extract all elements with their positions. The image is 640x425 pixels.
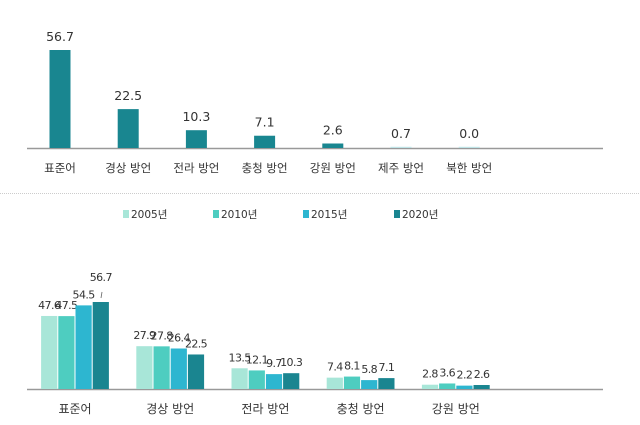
label-leader-line	[100, 291, 103, 299]
x-tick-label: 강원 방언	[310, 161, 356, 175]
x-tick-label: 표준어	[58, 402, 91, 416]
bar-1-0	[136, 346, 153, 389]
bar-2-2	[265, 374, 283, 389]
data-label: 10.3	[182, 109, 210, 124]
data-label: 2.2	[457, 369, 473, 382]
data-label: 0.7	[391, 126, 411, 141]
bar-4-0	[421, 384, 439, 389]
data-label: 2.6	[323, 123, 343, 138]
data-label: 47.6	[38, 299, 61, 312]
data-label: 47.5	[55, 299, 78, 312]
data-label: 56.7	[46, 29, 74, 44]
data-label: 7.1	[379, 361, 395, 374]
data-label: 22.5	[114, 88, 142, 103]
data-label: 8.1	[344, 360, 360, 373]
legend-label: 2005년	[131, 209, 167, 221]
data-label: 0.0	[459, 126, 479, 141]
bar-0-3	[92, 302, 109, 389]
data-label: 2.8	[422, 368, 438, 381]
bar-4-2	[456, 385, 473, 389]
bar-1-3	[187, 354, 205, 389]
bar-0	[49, 50, 71, 148]
x-tick-label: 제주 방언	[378, 161, 424, 175]
data-label: 7.4	[327, 361, 343, 374]
bar-2-1	[248, 370, 265, 389]
data-label: 54.5	[73, 288, 96, 301]
bar-6	[458, 146, 480, 148]
data-label: 27.9	[133, 329, 156, 342]
data-label: 26.4	[168, 331, 191, 344]
bar-4-1	[439, 383, 456, 389]
data-label: 7.1	[255, 115, 275, 130]
data-label: 22.5	[185, 337, 208, 350]
x-tick-label: 경상 방언	[105, 161, 151, 175]
bar-0-1	[58, 316, 75, 389]
x-tick-label: 표준어	[44, 161, 76, 175]
x-tick-label: 전라 방언	[173, 161, 219, 175]
data-label: 2.6	[474, 368, 490, 381]
data-label: 3.6	[439, 366, 455, 379]
bar-3-2	[361, 380, 378, 389]
bar-2-0	[231, 368, 248, 389]
x-tick-label: 강원 방언	[432, 402, 480, 416]
x-tick-label: 충청 방언	[337, 402, 385, 416]
bar-2	[185, 130, 207, 148]
bar-1-2	[170, 348, 187, 389]
legend-swatch-2	[303, 210, 309, 218]
bar-3-3	[378, 378, 395, 389]
bar-4-3	[473, 385, 490, 389]
data-label: 10.3	[280, 356, 303, 369]
bar-0-0	[41, 315, 58, 389]
legend-label: 2015년	[311, 209, 347, 221]
bar-4	[322, 143, 344, 148]
x-tick-label: 전라 방언	[241, 402, 289, 416]
x-tick-label: 경상 방언	[146, 402, 194, 416]
bar-1-1	[153, 346, 170, 389]
legend-label: 2020년	[402, 209, 438, 221]
data-label: 56.7	[90, 271, 113, 284]
bar-3	[254, 135, 276, 148]
data-label: 9.7	[266, 357, 282, 370]
x-tick-label: 충청 방언	[242, 161, 288, 175]
bar-0-2	[75, 305, 92, 389]
x-tick-label: 북한 방언	[446, 161, 492, 175]
data-label: 12.1	[246, 353, 268, 366]
bar-3-1	[343, 376, 361, 389]
bar-2-3	[283, 373, 300, 389]
data-label: 13.5	[229, 351, 252, 364]
legend-swatch-0	[123, 210, 129, 218]
bar-1	[117, 109, 139, 148]
legend-label: 2010년	[221, 209, 257, 221]
bar-5	[390, 146, 412, 148]
legend-swatch-3	[394, 210, 400, 218]
legend-swatch-1	[213, 210, 219, 218]
data-label: 5.8	[361, 363, 377, 376]
data-label: 27.8	[151, 329, 174, 342]
bar-3-0	[326, 377, 343, 389]
